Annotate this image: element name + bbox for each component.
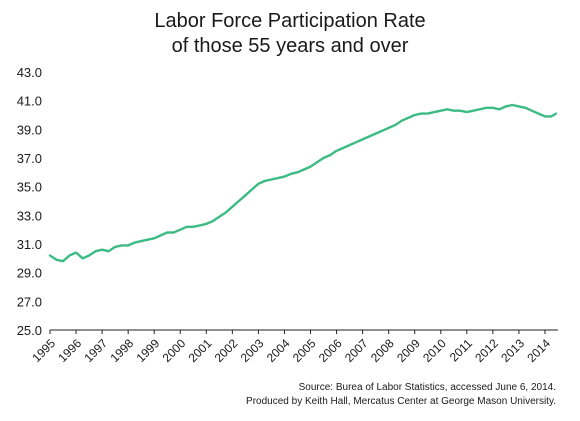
x-tick-label: 2008 — [368, 336, 397, 365]
y-tick-label: 31.0 — [17, 237, 42, 252]
series-line — [48, 103, 558, 263]
y-tick-label: 35.0 — [17, 180, 42, 195]
x-tick-label: 1996 — [55, 336, 84, 365]
x-tick-label: 2014 — [524, 336, 553, 365]
y-tick-label: 29.0 — [17, 266, 42, 281]
x-tick-label: 2003 — [238, 336, 267, 365]
y-tick-label: 27.0 — [17, 294, 42, 309]
chart-subtitle: of those 55 years and over — [171, 35, 409, 57]
x-tick-label: 2006 — [316, 336, 345, 365]
x-tick-label: 2011 — [447, 336, 475, 364]
y-tick-label: 37.0 — [17, 151, 42, 166]
y-tick-label: 41.0 — [17, 94, 42, 109]
y-tick-label: 25.0 — [17, 323, 42, 338]
source-note: Source: Burea of Labor Statistics, acces… — [298, 382, 556, 393]
x-tick-label: 2012 — [472, 336, 501, 365]
x-tick-label: 2009 — [394, 336, 423, 365]
x-tick-label: 2001 — [186, 336, 215, 365]
x-tick-label: 2002 — [212, 336, 241, 365]
x-tick-label: 1999 — [134, 336, 163, 365]
x-tick-label: 1997 — [81, 336, 110, 365]
y-tick-label: 33.0 — [17, 208, 42, 223]
x-axis: 1995199619971998199920002001200220032004… — [29, 329, 558, 365]
x-tick-label: 1998 — [107, 336, 136, 365]
chart-title: Labor Force Participation Rate — [154, 10, 426, 32]
x-tick-label: 2013 — [498, 336, 527, 365]
x-tick-label: 2000 — [160, 336, 189, 365]
y-tick-label: 43.0 — [17, 65, 42, 80]
x-tick-label: 1995 — [29, 336, 58, 365]
x-tick-label: 2010 — [420, 336, 449, 365]
x-tick-label: 2004 — [264, 336, 293, 365]
plot-area — [48, 103, 558, 263]
y-tick-label: 39.0 — [17, 122, 42, 137]
x-tick-label: 2005 — [290, 336, 319, 365]
credit-note: Produced by Keith Hall, Mercatus Center … — [246, 396, 556, 407]
x-tick-label: 2007 — [342, 336, 371, 365]
y-axis: 25.0 27.0 29.0 31.0 33.0 35.0 37.0 39.0 41.0 43.0 — [17, 65, 42, 338]
